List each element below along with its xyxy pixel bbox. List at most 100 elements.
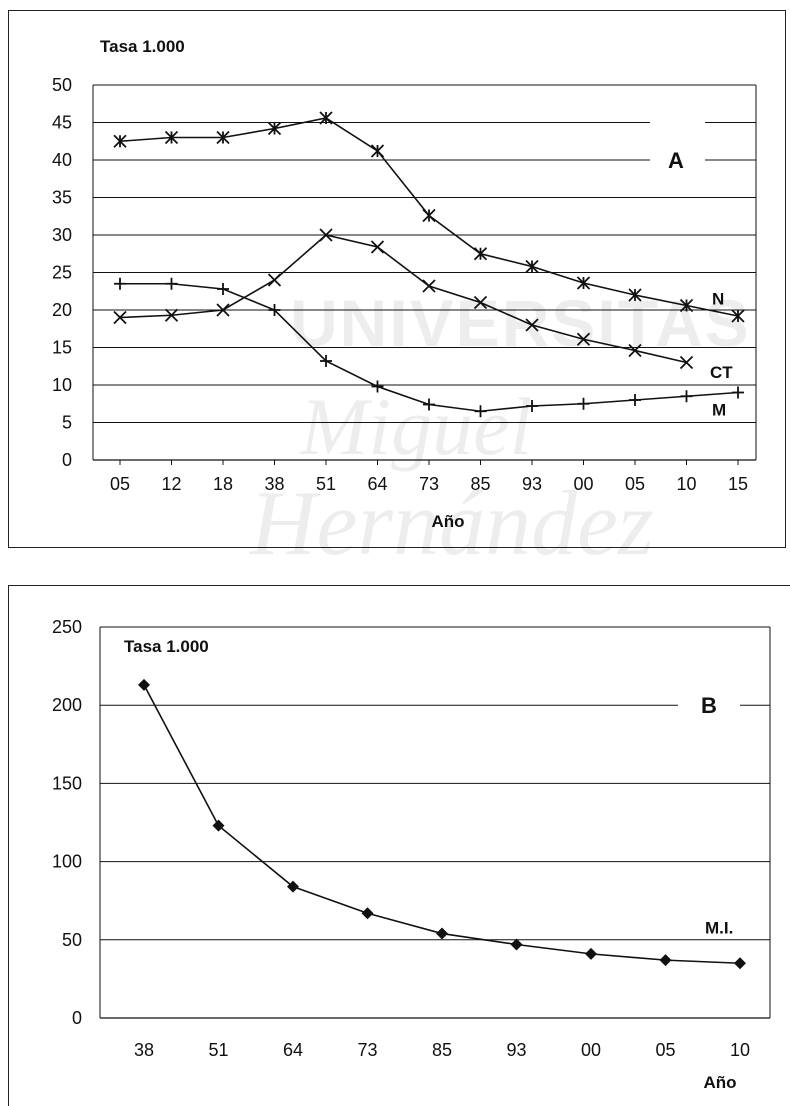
chart-b-point: [510, 938, 523, 951]
chart-b-series-label: M.I.: [705, 918, 733, 937]
chart-b-xtick-label: 00: [581, 1040, 601, 1060]
chart-a-point-stroke: [267, 273, 282, 287]
chart-a-series-label: M: [712, 401, 726, 420]
chart-a-point: [216, 130, 230, 145]
chart-a-point: [628, 343, 642, 358]
chart-a-point: [267, 273, 282, 287]
chart-a-point: [731, 309, 745, 323]
chart-a-point: [474, 405, 487, 418]
chart-b-ytick-label: 50: [62, 930, 82, 950]
chart-a-point: [732, 386, 744, 399]
chart-a-xtick-label: 85: [470, 474, 490, 494]
chart-a-point-stroke: [525, 318, 539, 332]
chart-a-point-stroke: [422, 279, 436, 293]
chart-a-point: [164, 308, 179, 322]
chart-a-frame: [8, 10, 786, 548]
chart-a-point: [576, 332, 591, 346]
chart-a-point: [371, 380, 384, 393]
chart-b-xtick-label: 93: [506, 1040, 526, 1060]
chart-b-point: [659, 954, 672, 967]
chart-a-xtick-label: 51: [316, 474, 336, 494]
chart-a-point: [679, 355, 694, 370]
chart-b-point: [212, 819, 225, 832]
chart-a-panel-label: A: [668, 148, 684, 173]
chart-a-xlabel: Año: [431, 512, 464, 531]
chart-a-point: [577, 397, 590, 410]
chart-a-point: [113, 310, 127, 325]
chart-a-ytick-label: 30: [52, 225, 72, 245]
chart-a-point: [473, 247, 488, 261]
chart-a-series-label: CT: [710, 363, 733, 382]
chart-a-series-line-ct: [119, 234, 687, 364]
chart-a-point: [268, 304, 281, 316]
chart-a-xtick-label: 12: [161, 474, 181, 494]
chart-a-point-stroke: [576, 332, 591, 346]
chart-a-point-stroke: [216, 303, 230, 317]
chart-b-xlabel: Año: [703, 1073, 736, 1092]
chart-a-point: [370, 144, 385, 158]
chart-a-point: [319, 111, 333, 125]
chart-b-point: [585, 947, 597, 960]
chart-a-xtick-label: 00: [573, 474, 593, 494]
chart-a-ytick-label: 0: [62, 450, 72, 470]
chart-b-xtick-label: 51: [208, 1040, 228, 1060]
chart-a-point-stroke: [164, 308, 179, 322]
chart-a-ytick-label: 10: [52, 375, 72, 395]
chart-b-xtick-label: 10: [730, 1040, 750, 1060]
chart-a-point: [114, 277, 126, 290]
chart-a-ytick-label: 15: [52, 338, 72, 358]
chart-a-point: [113, 134, 127, 148]
chart-a-point: [680, 390, 693, 403]
chart-b-title: Tasa 1.000: [124, 637, 209, 656]
chart-a-point-stroke: [113, 310, 127, 325]
chart-a-point: [525, 259, 539, 274]
chart-a-xtick-label: 38: [264, 474, 284, 494]
chart-b-ytick-label: 250: [52, 617, 82, 637]
chart-a-xtick-label: 05: [625, 474, 645, 494]
chart-a-xtick-label: 64: [367, 474, 387, 494]
chart-a-point: [370, 240, 385, 254]
chart-a-point: [576, 276, 591, 290]
chart-b-xtick-label: 05: [655, 1040, 675, 1060]
chart-a-title: Tasa 1.000: [100, 37, 185, 56]
chart-a-ytick-label: 40: [52, 150, 72, 170]
chart-b-point: [436, 927, 448, 940]
chart-b-xtick-label: 85: [432, 1040, 452, 1060]
chart-a-point: [423, 398, 435, 411]
chart-a-ytick-label: 50: [52, 75, 72, 95]
chart-a-point: [216, 303, 230, 317]
chart-a-xtick-label: 18: [213, 474, 233, 494]
chart-a-point: [422, 208, 436, 223]
chart-a-ytick-label: 5: [62, 413, 72, 433]
chart-a-point: [217, 283, 229, 295]
chart-a-series-label: N: [712, 289, 724, 308]
chart-a-ytick-label: 45: [52, 113, 72, 133]
chart-a-point: [473, 295, 488, 310]
chart-a-point-stroke: [473, 295, 488, 310]
chart-b-ytick-label: 0: [72, 1008, 82, 1028]
chart-a-point-stroke: [319, 228, 333, 242]
chart-a-xtick-label: 05: [110, 474, 130, 494]
chart-a-point-stroke: [628, 343, 642, 358]
chart-a-xtick-label: 93: [522, 474, 542, 494]
chart-b-xtick-label: 73: [357, 1040, 377, 1060]
chart-a-point: [165, 277, 178, 290]
chart-a-point: [526, 400, 538, 412]
chart-b-ytick-label: 100: [52, 852, 82, 872]
chart-b-point: [287, 880, 299, 893]
chart-b-panel-label: B: [701, 693, 717, 718]
chart-b-frame: [8, 585, 790, 1106]
chart-b-series-line-mi: [143, 684, 741, 965]
chart-a-point-stroke: [370, 240, 385, 254]
chart-a-point: [422, 279, 436, 293]
chart-a-point: [679, 298, 694, 313]
chart-a-ytick-label: 35: [52, 188, 72, 208]
chart-a-point: [525, 318, 539, 332]
chart-a-point: [267, 121, 282, 136]
chart-a-point-stroke: [679, 355, 694, 370]
chart-a-point: [320, 355, 332, 367]
chart-a-point: [319, 228, 333, 242]
